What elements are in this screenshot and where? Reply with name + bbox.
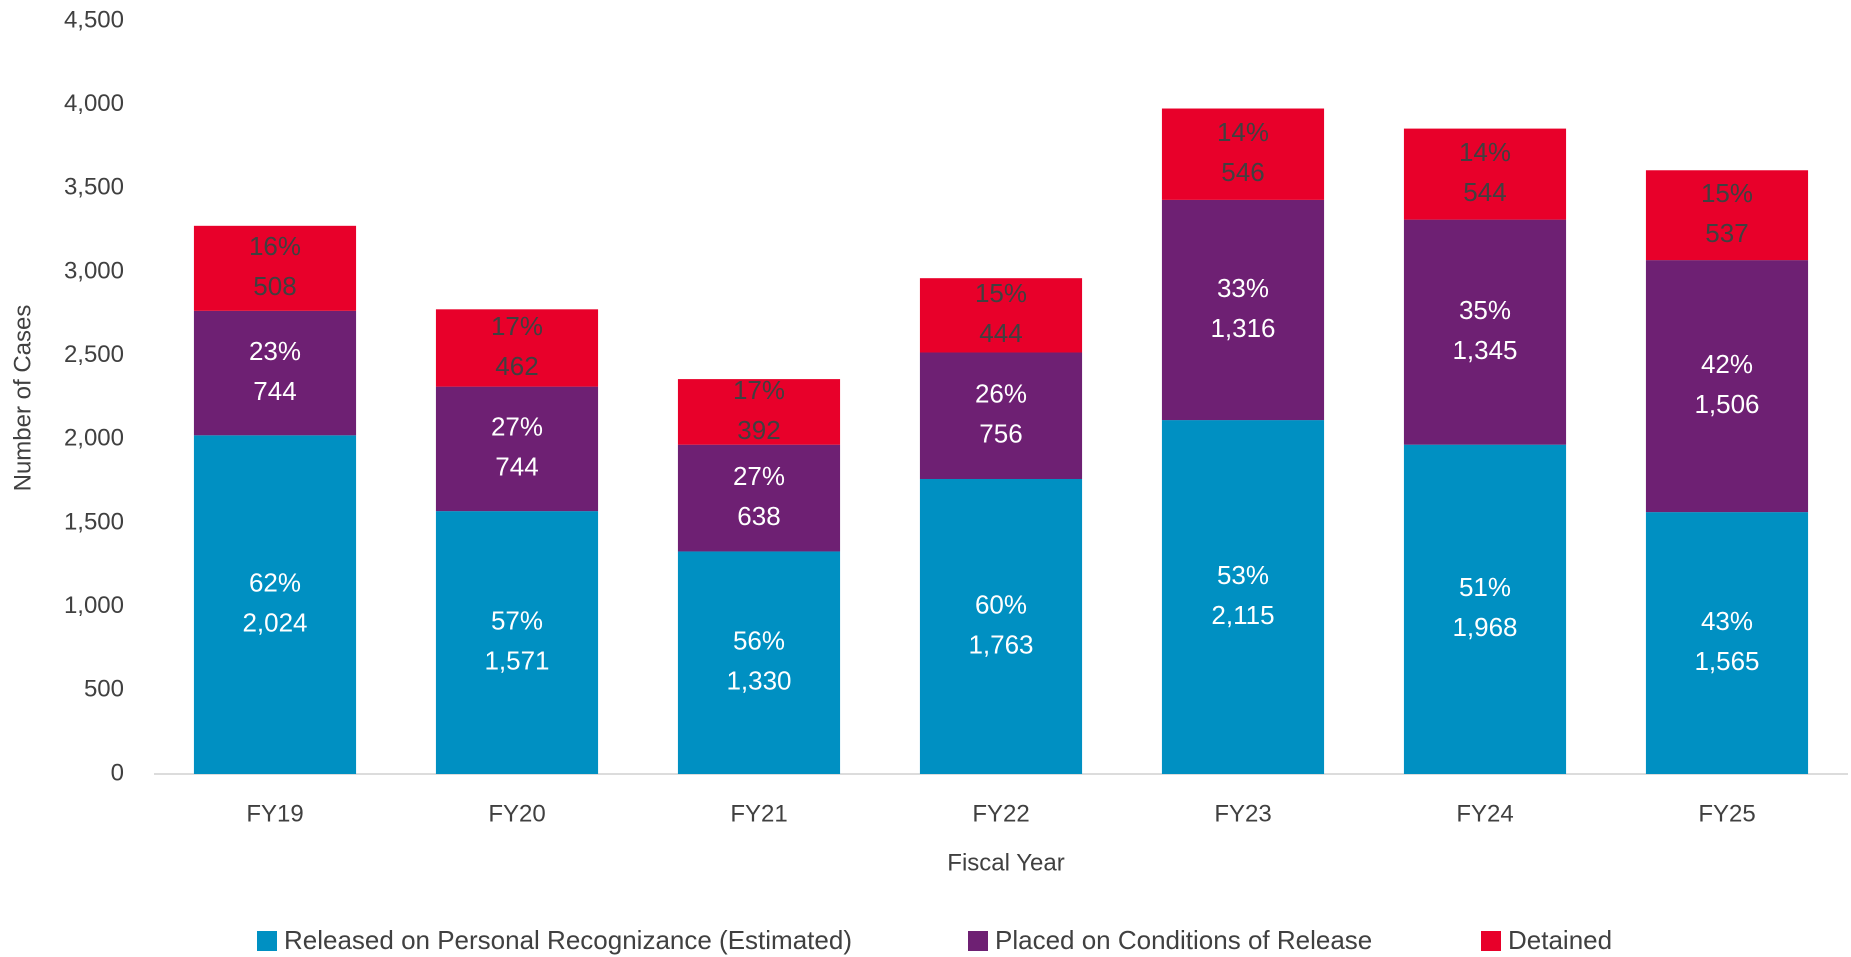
bar-segment [435, 511, 599, 774]
share-label: 23% [249, 336, 301, 366]
y-tick-label: 500 [84, 676, 124, 703]
value-label: 537 [1705, 218, 1748, 248]
bar-segment [1403, 128, 1567, 220]
share-label: 51% [1459, 572, 1511, 602]
value-label: 544 [1463, 177, 1506, 207]
bar-segment [919, 278, 1083, 353]
bar-segment [919, 478, 1083, 774]
y-tick-label: 4,000 [64, 90, 124, 117]
legend-swatch [968, 931, 988, 951]
bar-segment [1645, 170, 1809, 261]
value-label: 744 [495, 452, 538, 482]
share-label: 42% [1701, 349, 1753, 379]
share-label: 33% [1217, 273, 1269, 303]
bar-segment [1403, 444, 1567, 774]
y-tick-label: 1,000 [64, 592, 124, 619]
share-label: 60% [975, 589, 1027, 619]
share-label: 53% [1217, 560, 1269, 590]
y-tick-label: 3,000 [64, 257, 124, 284]
share-label: 17% [491, 311, 543, 341]
bar-segment [1161, 199, 1325, 421]
bar-segment [1161, 108, 1325, 200]
bar-segment [193, 225, 357, 311]
legend-label: Released on Personal Recognizance (Estim… [284, 925, 852, 955]
bar-segment [1403, 219, 1567, 445]
value-label: 1,763 [968, 629, 1033, 659]
value-label: 2,115 [1211, 600, 1274, 630]
bar-segment [919, 352, 1083, 479]
value-label: 444 [979, 318, 1022, 348]
legend-swatch [1481, 931, 1501, 951]
value-label: 1,345 [1452, 335, 1517, 365]
legend-label: Placed on Conditions of Release [995, 925, 1372, 955]
bar-segment [193, 435, 357, 774]
x-tick-label: FY19 [246, 800, 303, 827]
x-tick-label: FY22 [972, 800, 1029, 827]
y-tick-label: 0 [111, 759, 124, 786]
value-label: 1,565 [1694, 646, 1759, 676]
value-label: 1,506 [1694, 389, 1759, 419]
legend-swatch [257, 931, 277, 951]
bar-segment [435, 386, 599, 512]
share-label: 14% [1217, 117, 1269, 147]
value-label: 1,330 [726, 666, 791, 696]
bar-segment [677, 444, 841, 552]
value-label: 508 [253, 271, 296, 301]
bar-segment [1161, 420, 1325, 774]
value-label: 1,316 [1210, 313, 1275, 343]
share-label: 43% [1701, 606, 1753, 636]
value-label: 744 [253, 376, 296, 406]
x-tick-label: FY25 [1698, 800, 1755, 827]
bar-segment [1645, 260, 1809, 513]
share-label: 57% [491, 605, 543, 635]
value-label: 1,571 [484, 645, 549, 675]
y-tick-label: 2,500 [64, 341, 124, 368]
bar-segment [1645, 512, 1809, 774]
x-tick-label: FY23 [1214, 800, 1271, 827]
x-tick-label: FY21 [730, 800, 787, 827]
value-label: 1,968 [1452, 612, 1517, 642]
y-tick-label: 2,000 [64, 425, 124, 452]
value-label: 392 [737, 415, 780, 445]
share-label: 14% [1459, 137, 1511, 167]
legend-label: Detained [1508, 925, 1612, 955]
y-axis-title: Number of Cases [9, 305, 36, 492]
share-label: 27% [491, 412, 543, 442]
x-axis-title: Fiscal Year [947, 849, 1064, 876]
share-label: 35% [1459, 295, 1511, 325]
share-label: 15% [1701, 178, 1753, 208]
share-label: 62% [249, 568, 301, 598]
value-label: 2,024 [242, 608, 307, 638]
y-tick-label: 4,500 [64, 6, 124, 33]
value-label: 462 [495, 351, 538, 381]
share-label: 17% [733, 375, 785, 405]
share-label: 27% [733, 461, 785, 491]
bar-segment [435, 309, 599, 387]
bar-segment [677, 379, 841, 445]
x-tick-label: FY24 [1456, 800, 1513, 827]
share-label: 15% [975, 278, 1027, 308]
bar-segment [677, 551, 841, 774]
share-label: 56% [733, 626, 785, 656]
share-label: 16% [249, 231, 301, 261]
x-tick-label: FY20 [488, 800, 545, 827]
value-label: 638 [737, 501, 780, 531]
share-label: 26% [975, 379, 1027, 409]
value-label: 756 [979, 419, 1022, 449]
y-tick-label: 3,500 [64, 174, 124, 201]
y-tick-label: 1,500 [64, 508, 124, 535]
value-label: 546 [1221, 157, 1264, 187]
bar-segment [193, 310, 357, 436]
